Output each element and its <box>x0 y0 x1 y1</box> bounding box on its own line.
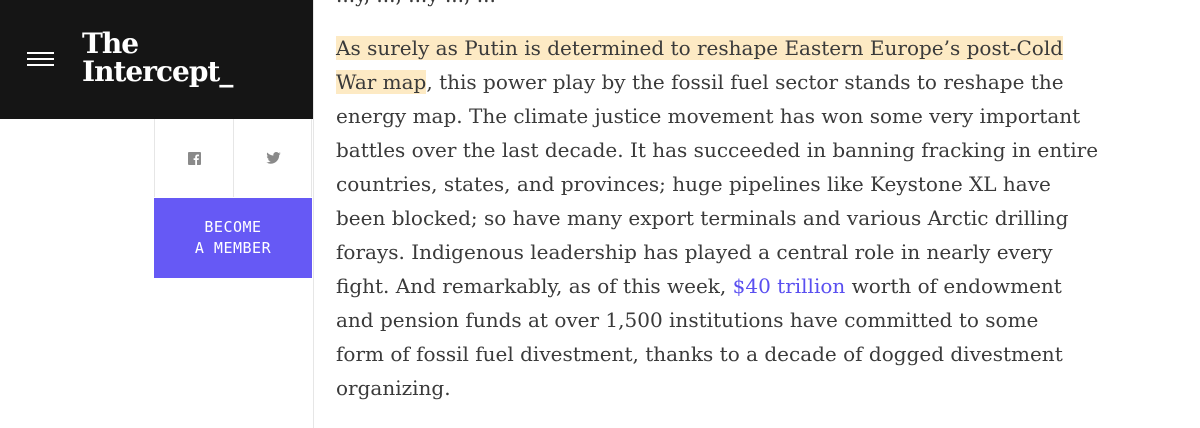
highlighted-text: As surely as Putin is determined to resh… <box>336 36 1064 60</box>
paragraph-text: worth of endowment <box>845 274 1062 298</box>
paragraph-line-8: fight. And remarkably, as of this week, … <box>336 269 1186 303</box>
column-divider <box>313 0 314 428</box>
site-logo[interactable]: The Intercept_ <box>82 27 233 88</box>
paragraph-text: , this power play by the fossil fuel sec… <box>426 70 1064 94</box>
highlighted-text: War map <box>336 70 427 94</box>
member-button-line-1: BECOME <box>204 218 262 236</box>
twitter-icon <box>265 152 281 164</box>
member-button-line-2: A MEMBER <box>194 239 272 257</box>
paragraph-line-4: battles over the last decade. It has suc… <box>336 138 1099 162</box>
forty-trillion-link[interactable]: $40 trillion <box>732 274 846 298</box>
facebook-share-button[interactable] <box>155 119 234 197</box>
paragraph-line-11: organizing. <box>336 376 451 400</box>
paragraph-line-1: As surely as Putin is determined to resh… <box>336 31 1186 65</box>
masthead: The Intercept_ <box>0 0 313 119</box>
hamburger-menu-icon[interactable] <box>27 52 54 67</box>
article-paragraph: As surely as Putin is determined to resh… <box>336 31 1186 405</box>
paragraph-line-5: countries, states, and provinces; huge p… <box>336 172 1051 196</box>
paragraph-line-6: been blocked; so have many export termin… <box>336 206 1069 230</box>
logo-line-1: The <box>82 27 139 60</box>
twitter-share-button[interactable] <box>234 119 312 197</box>
paragraph-line-7: forays. Indigenous leadership has played… <box>336 240 1053 264</box>
paragraph-line-9: and pension funds at over 1,500 institut… <box>336 308 1039 332</box>
paragraph-line-3: energy map. The climate justice movement… <box>336 104 1081 128</box>
become-member-button[interactable]: BECOME A MEMBER <box>154 198 312 278</box>
paragraph-line-10: form of fossil fuel divestment, thanks t… <box>336 342 1063 366</box>
share-buttons <box>154 119 312 197</box>
logo-line-2: Intercept_ <box>82 55 233 88</box>
paragraph-line-2: War map, this power play by the fossil f… <box>336 65 1186 99</box>
previous-paragraph-partial: ...y, ..., ...y ..., ... <box>336 0 496 12</box>
paragraph-text: fight. And remarkably, as of this week, <box>336 274 733 298</box>
facebook-icon <box>187 151 201 165</box>
